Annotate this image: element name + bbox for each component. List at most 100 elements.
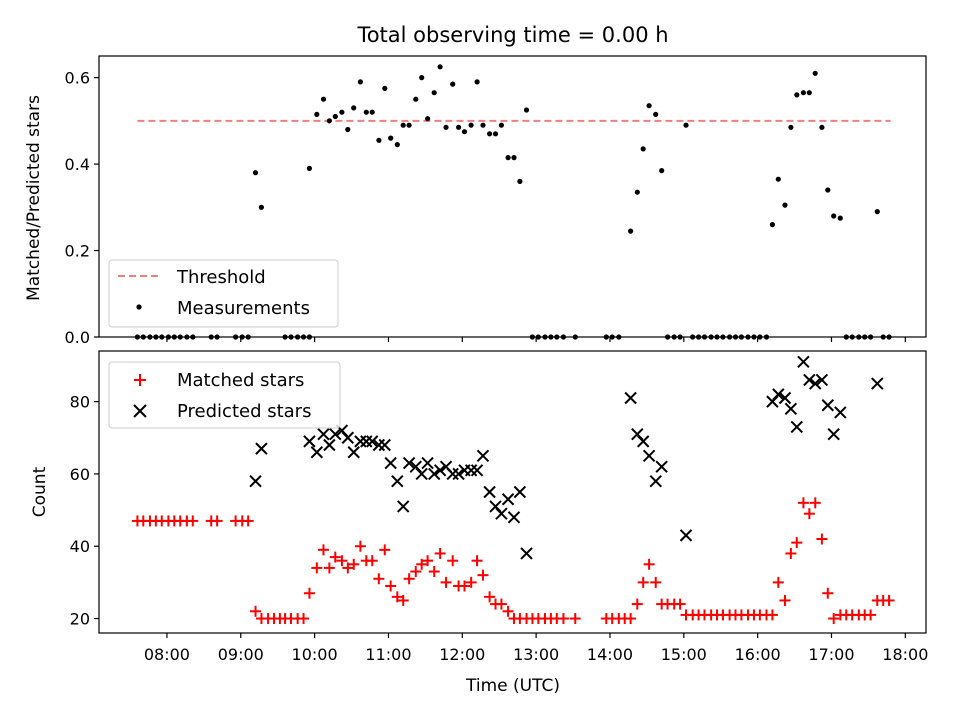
x-axis-label-time: Time (UTC) — [465, 676, 560, 696]
measurement-point — [376, 137, 382, 143]
matched-star-point — [631, 598, 643, 610]
matched-star-point — [625, 613, 637, 625]
matched-star-point — [502, 605, 514, 617]
matched-star-point — [447, 555, 459, 567]
matched-star-point — [385, 580, 397, 592]
matched-star-point — [883, 594, 895, 606]
predicted-star-point — [834, 406, 847, 419]
measurement-point — [487, 131, 493, 137]
measurement-point — [474, 79, 480, 85]
matched-star-point — [410, 566, 422, 578]
measurement-point — [351, 105, 357, 111]
matched-star-point — [471, 555, 483, 567]
measurement-point — [769, 222, 776, 228]
x-tick-label: 18:00 — [882, 645, 928, 664]
measurement-point — [437, 64, 443, 70]
matched-star-point — [569, 613, 581, 625]
matched-star-point — [379, 544, 391, 556]
matched-star-point — [348, 558, 360, 570]
matched-star-point — [822, 587, 834, 599]
predicted-star-point — [452, 467, 465, 481]
predicted-star-point — [341, 431, 355, 444]
predicted-star-point — [428, 467, 441, 481]
matched-star-point — [766, 609, 778, 621]
predicted-star-point — [476, 449, 490, 463]
predicted-star-point — [310, 446, 324, 459]
measurement-point — [498, 122, 504, 128]
matched-star-point — [303, 587, 315, 599]
y-axis-label-ratio: Matched/Predicted stars — [24, 95, 44, 301]
matched-star-point — [311, 562, 323, 574]
predicted-star-point — [636, 435, 650, 448]
matched-star-point — [440, 576, 452, 588]
measurement-point — [511, 155, 517, 161]
y-tick-label: 0.6 — [65, 69, 90, 88]
measurement-point — [825, 187, 831, 193]
matched-star-point — [643, 558, 655, 570]
y-tick-label: 0.0 — [65, 328, 90, 347]
measurement-point — [419, 75, 425, 81]
matched-star-point — [336, 555, 348, 567]
predicted-star-point — [378, 438, 391, 452]
y-tick-label: 60 — [70, 465, 90, 484]
legend-box — [108, 361, 341, 429]
legend-bottom: Matched stars Predicted stars — [108, 361, 341, 429]
predicted-star-point — [772, 388, 785, 401]
measurement-point — [517, 178, 523, 184]
matched-star-point — [465, 576, 477, 588]
matched-star-point — [477, 569, 489, 581]
measurement-point — [450, 81, 456, 87]
measurement-point — [683, 122, 689, 128]
x-tick-label: 14:00 — [587, 645, 633, 664]
measurement-point — [523, 107, 530, 113]
y-tick-label: 0.2 — [65, 242, 90, 261]
predicted-star-point — [495, 507, 508, 520]
matched-star-point — [865, 609, 877, 621]
x-tick-label: 13:00 — [513, 645, 559, 664]
predicted-star-point — [815, 373, 829, 387]
y-axis-label-count: Count — [30, 466, 50, 517]
x-tick-label: 15:00 — [661, 645, 707, 664]
predicted-star-point — [347, 446, 360, 459]
predicted-star-point — [397, 500, 410, 513]
predicted-star-point — [483, 485, 496, 499]
predicted-star-point — [303, 435, 316, 448]
matched-star-point — [187, 515, 199, 527]
measurement-point — [443, 124, 449, 130]
predicted-star-point — [501, 493, 515, 506]
legend-predicted-label: Predicted stars — [177, 401, 311, 422]
measurement-point — [332, 113, 338, 120]
predicted-star-point — [402, 456, 416, 470]
measurement-point — [874, 209, 880, 215]
predicted-star-point — [679, 529, 693, 542]
measurement-point — [492, 131, 499, 137]
measurement-point — [782, 202, 788, 208]
matched-star-point — [317, 544, 329, 556]
x-tick-label: 16:00 — [735, 645, 781, 664]
predicted-star-point — [372, 438, 386, 452]
predicted-star-point — [421, 456, 434, 470]
measurement-point — [345, 126, 351, 133]
matched-star-point — [329, 551, 341, 563]
measurement-point — [388, 135, 394, 141]
matched-star-point — [674, 598, 686, 610]
measurement-point — [628, 228, 634, 234]
predicted-star-point — [323, 438, 336, 452]
predicted-star-point — [649, 474, 662, 488]
legend-matched-label: Matched stars — [177, 370, 304, 391]
measurement-point — [357, 79, 363, 85]
matched-star-point — [323, 562, 335, 574]
measurement-point — [400, 122, 406, 128]
measurement-point — [819, 124, 825, 130]
matched-star-point — [809, 497, 821, 509]
x-tick-label: 09:00 — [218, 645, 264, 664]
predicted-star-point — [249, 474, 262, 488]
legend-threshold-label: Threshold — [176, 267, 266, 288]
predicted-star-point — [778, 391, 792, 405]
measurement-point — [800, 90, 807, 96]
matched-star-point — [772, 576, 784, 588]
legend-top: Threshold Measurements — [108, 259, 339, 328]
measurement-point — [812, 70, 818, 76]
predicted-star-point — [797, 355, 810, 369]
